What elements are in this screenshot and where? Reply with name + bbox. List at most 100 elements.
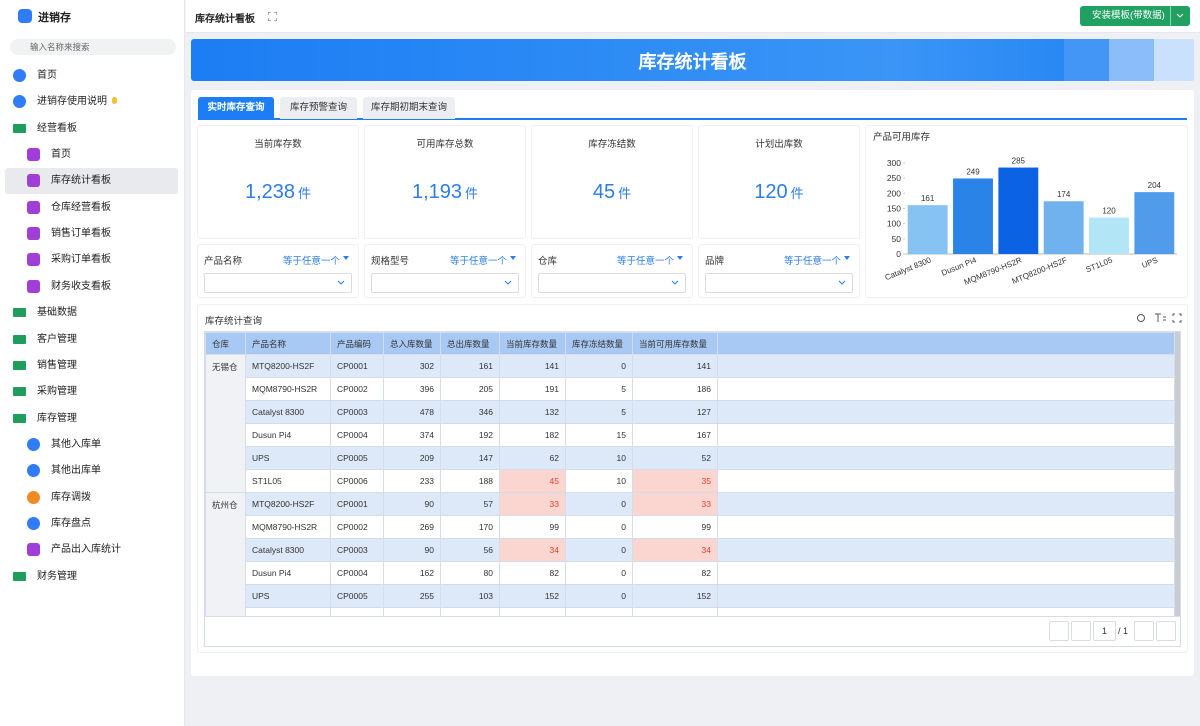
menu-item[interactable]: 销售管理 [5, 353, 178, 379]
menu-item[interactable]: 采购订单看板 [5, 247, 178, 273]
menu-item[interactable]: 库存盘点 [5, 511, 178, 537]
kpi-unit: 件 [790, 186, 804, 201]
tab[interactable]: 库存预警查询 [280, 97, 357, 119]
menu-label: 库存统计看板 [51, 175, 111, 187]
first-page[interactable] [1049, 621, 1069, 641]
decoration [1137, 314, 1145, 322]
filler-cell [717, 400, 1175, 424]
menu-label: 经营看板 [37, 122, 77, 134]
table-row: ST1L05 CP0006 233 188 45 10 35 [206, 469, 1175, 493]
table-cell: ST1L05 [245, 469, 331, 493]
menu-item[interactable]: 进销存使用说明 [5, 89, 178, 115]
x-tick-label: UPS [1140, 256, 1159, 271]
page-input[interactable]: 1 [1093, 621, 1116, 641]
filter-card: 规格型号 等于任意一个 [365, 245, 525, 297]
folder-icon [13, 387, 26, 397]
y-tick-label: 150 [887, 204, 901, 214]
table-row: MQM8790-HS2R CP0002 396 205 191 5 186 [206, 377, 1175, 401]
app-logo [18, 9, 32, 23]
bar [953, 178, 993, 254]
table-cell: 191 [499, 377, 566, 401]
y-tick-label: 50 [892, 234, 902, 244]
table-row: 杭州仓 MTQ8200-HS2F CP0001 90 57 33 0 33 [205, 492, 1175, 616]
menu-label: 首页 [51, 149, 71, 161]
top-bar: 库存统计看板 [186, 0, 1200, 33]
menu-item[interactable]: 财务收支看板 [5, 274, 178, 300]
menu-label: 库存盘点 [51, 517, 91, 529]
operator-caret [677, 256, 683, 263]
menu-label: 首页 [37, 70, 57, 81]
filter-label: 品牌 [705, 256, 725, 267]
install-button[interactable]: 安装模板(带数据) [1080, 6, 1190, 26]
filter-select[interactable] [204, 273, 352, 293]
table-cell: 186 [632, 377, 718, 401]
kpi-value: 45 [592, 181, 616, 203]
data-label: 174 [1057, 190, 1071, 199]
filter-operator[interactable]: 等于任意一个 [449, 256, 507, 267]
table-cell: 99 [499, 515, 566, 539]
menu-item[interactable]: 基础数据 [5, 300, 178, 326]
menu-item[interactable]: 客户管理 [5, 327, 178, 353]
install-label: 安装模板(带数据) [1092, 10, 1165, 21]
table-cell: 269 [383, 515, 441, 539]
fullscreen-icon[interactable] [268, 12, 277, 21]
data-label: 120 [1102, 207, 1116, 216]
y-tick-label: 300 [887, 158, 901, 168]
menu-item[interactable]: 库存管理 [5, 406, 178, 432]
menu-icon [27, 148, 40, 162]
page-tab[interactable]: 库存统计看板 [195, 14, 255, 25]
next-page[interactable] [1134, 621, 1154, 641]
table-cell: 0 [565, 492, 633, 516]
menu-item[interactable]: 仓库经营看板 [5, 195, 178, 221]
menu-item[interactable]: 销售订单看板 [5, 221, 178, 247]
menu-item[interactable]: 经营看板 [5, 116, 178, 142]
banner: 库存统计看板 [191, 39, 1194, 81]
menu-item[interactable]: 首页 [5, 63, 178, 89]
last-page[interactable] [1156, 621, 1176, 641]
menu-item[interactable]: 首页 [5, 142, 178, 168]
table-cell: 346 [440, 400, 500, 424]
menu-label: 进销存使用说明 [37, 96, 107, 108]
kpi-unit: 件 [465, 186, 479, 201]
table-tools[interactable] [1136, 313, 1182, 323]
table-cell: 90 [383, 538, 441, 562]
filter-select[interactable] [705, 273, 853, 293]
filler-cell [717, 469, 1175, 493]
table-cell: 57 [440, 492, 500, 516]
menu-item[interactable]: 采购管理 [5, 379, 178, 405]
menu-item[interactable]: 财务管理 [5, 564, 178, 590]
folder-icon [13, 571, 26, 581]
menu-item[interactable]: 其他出库单 [5, 458, 178, 484]
table-cell: 302 [383, 354, 441, 378]
menu-item[interactable]: 其他入库单 [5, 432, 178, 458]
search-box[interactable]: 输入名称来搜索 [10, 39, 176, 55]
select-caret [838, 280, 846, 285]
table-row: Dusun Pi4 CP0004 162 80 82 0 82 [206, 561, 1175, 585]
filter-select[interactable] [538, 273, 686, 293]
scrollbar [1175, 332, 1180, 616]
decoration [1154, 39, 1194, 81]
filter-operator[interactable]: 等于任意一个 [783, 256, 841, 267]
menu-item[interactable]: 库存调拨 [5, 485, 178, 511]
table-cell: 396 [383, 377, 441, 401]
menu-item[interactable]: 产品出入库统计 [5, 537, 178, 563]
filter-select[interactable] [371, 273, 519, 293]
search-placeholder: 输入名称来搜索 [30, 42, 90, 52]
table-cell: 233 [383, 469, 441, 493]
table-cell: 374 [383, 423, 441, 447]
table-cell: 34 [632, 538, 718, 562]
filter-operator[interactable]: 等于任意一个 [616, 256, 674, 267]
tab[interactable]: 库存期初期末查询 [363, 97, 455, 119]
menu-icon [27, 253, 40, 267]
column-header: 总出库数量 [440, 332, 500, 355]
table-cell: 162 [383, 561, 441, 585]
menu-label: 其他出库单 [51, 465, 101, 477]
folder-icon [13, 308, 26, 318]
tab[interactable]: 实时库存查询 [198, 97, 274, 119]
prev-page[interactable] [1071, 621, 1091, 641]
filter-operator[interactable]: 等于任意一个 [282, 256, 340, 267]
column-header: 当前库存数量 [499, 332, 566, 355]
menu-item[interactable]: 库存统计看板 [5, 168, 178, 195]
table-cell: 141 [632, 354, 718, 378]
app-name: 进销存 [38, 12, 71, 24]
